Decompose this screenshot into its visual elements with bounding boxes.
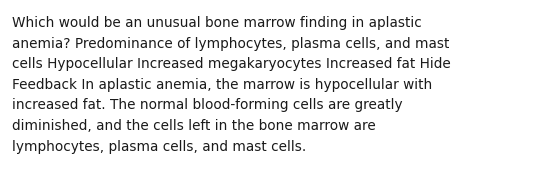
Text: Which would be an unusual bone marrow finding in aplastic
anemia? Predominance o: Which would be an unusual bone marrow fi…	[12, 16, 451, 154]
